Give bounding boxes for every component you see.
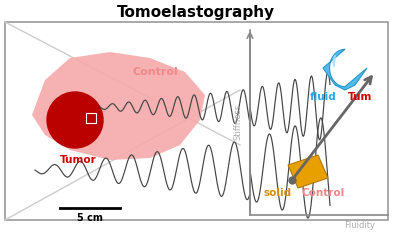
Polygon shape	[333, 55, 336, 67]
Text: Control: Control	[132, 67, 178, 77]
Text: 5 cm: 5 cm	[77, 213, 103, 223]
Text: Tomoelastography: Tomoelastography	[117, 6, 275, 21]
Text: solid: solid	[263, 188, 291, 198]
Text: Fluidity: Fluidity	[344, 220, 375, 230]
Text: fluid: fluid	[310, 92, 337, 102]
Text: Stiffness: Stiffness	[233, 104, 242, 140]
Polygon shape	[323, 49, 367, 90]
Text: Tumor: Tumor	[60, 155, 96, 165]
Bar	[86, 113, 96, 123]
Polygon shape	[32, 52, 205, 160]
Text: Control: Control	[302, 188, 345, 198]
Bar	[5, 22, 388, 220]
Text: Tum: Tum	[348, 92, 373, 102]
Polygon shape	[288, 155, 328, 188]
Circle shape	[47, 92, 103, 148]
